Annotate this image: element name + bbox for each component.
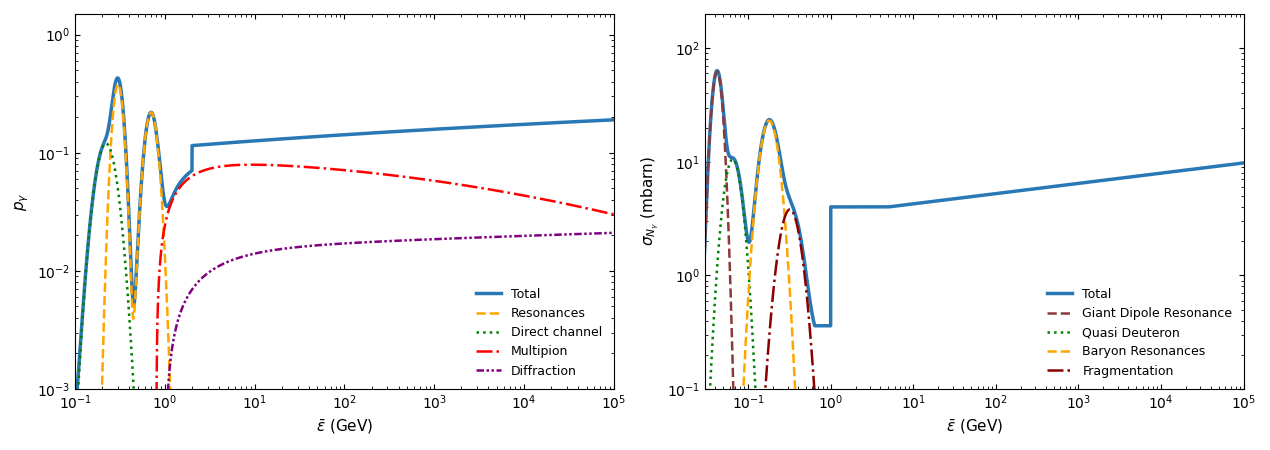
- Diffraction: [606, 230, 621, 235]
- Baryon Resonances: [1219, 392, 1234, 397]
- Line: Baryon Resonances: Baryon Resonances: [698, 121, 1243, 394]
- Fragmentation: [1193, 392, 1208, 397]
- Giant Dipole Resonance: [691, 392, 706, 397]
- Total: [110, 75, 126, 81]
- Baryon Resonances: [1087, 392, 1102, 397]
- Legend: Total, Giant Dipole Resonance, Quasi Deuteron, Baryon Resonances, Fragmentation: Total, Giant Dipole Resonance, Quasi Deu…: [1043, 283, 1237, 382]
- Line: Quasi Deuteron: Quasi Deuteron: [698, 159, 1243, 394]
- Fragmentation: [782, 207, 798, 212]
- Total: [691, 323, 706, 328]
- Fragmentation: [691, 392, 706, 397]
- Quasi Deuteron: [725, 157, 740, 162]
- Multipion: [606, 212, 621, 217]
- Legend: Total, Resonances, Direct channel, Multipion, Diffraction: Total, Resonances, Direct channel, Multi…: [471, 283, 607, 382]
- Direct channel: [98, 141, 113, 146]
- Fragmentation: [1236, 392, 1251, 397]
- X-axis label: $\bar{\epsilon}$ (GeV): $\bar{\epsilon}$ (GeV): [946, 418, 1003, 436]
- Total: [919, 199, 935, 205]
- Total: [324, 133, 339, 138]
- Giant Dipole Resonance: [1193, 392, 1208, 397]
- Line: Multipion: Multipion: [75, 165, 613, 450]
- Quasi Deuteron: [1236, 392, 1251, 397]
- Multipion: [293, 164, 309, 169]
- Fragmentation: [925, 392, 940, 397]
- Total: [1236, 160, 1251, 166]
- Fragmentation: [1219, 392, 1234, 397]
- Quasi Deuteron: [1193, 392, 1208, 397]
- Giant Dipole Resonance: [1219, 392, 1234, 397]
- Diffraction: [324, 242, 339, 247]
- Total: [950, 196, 965, 201]
- Line: Giant Dipole Resonance: Giant Dipole Resonance: [698, 72, 1243, 394]
- Quasi Deuteron: [925, 392, 940, 397]
- Giant Dipole Resonance: [919, 392, 935, 397]
- Total: [1087, 179, 1102, 184]
- Baryon Resonances: [691, 392, 706, 397]
- Baryon Resonances: [950, 392, 965, 397]
- Multipion: [298, 164, 314, 170]
- Baryon Resonances: [919, 392, 935, 397]
- Multipion: [245, 162, 260, 167]
- Giant Dipole Resonance: [950, 392, 965, 397]
- Line: Diffraction: Diffraction: [75, 233, 613, 450]
- Baryon Resonances: [762, 118, 777, 123]
- Line: Total: Total: [75, 78, 613, 412]
- Diffraction: [563, 232, 578, 237]
- Total: [925, 199, 940, 204]
- Total: [298, 135, 314, 140]
- Quasi Deuteron: [919, 392, 935, 397]
- Diffraction: [293, 244, 309, 249]
- Quasi Deuteron: [950, 392, 965, 397]
- Total: [1219, 162, 1234, 168]
- Fragmentation: [919, 392, 935, 397]
- Giant Dipole Resonance: [1236, 392, 1251, 397]
- Baryon Resonances: [925, 392, 940, 397]
- Multipion: [589, 208, 605, 213]
- Quasi Deuteron: [691, 392, 706, 397]
- Fragmentation: [950, 392, 965, 397]
- Giant Dipole Resonance: [710, 69, 725, 74]
- Total: [1193, 166, 1208, 171]
- Diffraction: [458, 235, 474, 241]
- Quasi Deuteron: [1219, 392, 1234, 397]
- Total: [563, 119, 578, 125]
- Quasi Deuteron: [1087, 392, 1102, 397]
- Diffraction: [298, 243, 314, 249]
- Multipion: [563, 202, 578, 207]
- Line: Resonances: Resonances: [75, 84, 613, 450]
- Total: [293, 135, 309, 140]
- Direct channel: [67, 441, 83, 447]
- Total: [589, 118, 605, 123]
- Resonances: [110, 81, 126, 87]
- Y-axis label: $\sigma_{N_{\gamma}}$ (mbarn): $\sigma_{N_{\gamma}}$ (mbarn): [640, 157, 662, 247]
- Line: Fragmentation: Fragmentation: [698, 209, 1243, 394]
- Multipion: [324, 166, 339, 171]
- Baryon Resonances: [1193, 392, 1208, 397]
- Giant Dipole Resonance: [925, 392, 940, 397]
- Fragmentation: [1087, 392, 1102, 397]
- Baryon Resonances: [1236, 392, 1251, 397]
- Total: [67, 409, 83, 414]
- Y-axis label: $p_{\gamma}$: $p_{\gamma}$: [14, 192, 32, 211]
- Giant Dipole Resonance: [1087, 392, 1102, 397]
- Total: [458, 125, 474, 130]
- X-axis label: $\bar{\epsilon}$ (GeV): $\bar{\epsilon}$ (GeV): [316, 418, 373, 436]
- Multipion: [458, 183, 474, 189]
- Total: [606, 117, 621, 122]
- Total: [710, 68, 725, 73]
- Line: Direct channel: Direct channel: [75, 144, 613, 450]
- Diffraction: [589, 231, 605, 236]
- Line: Total: Total: [698, 71, 1243, 326]
